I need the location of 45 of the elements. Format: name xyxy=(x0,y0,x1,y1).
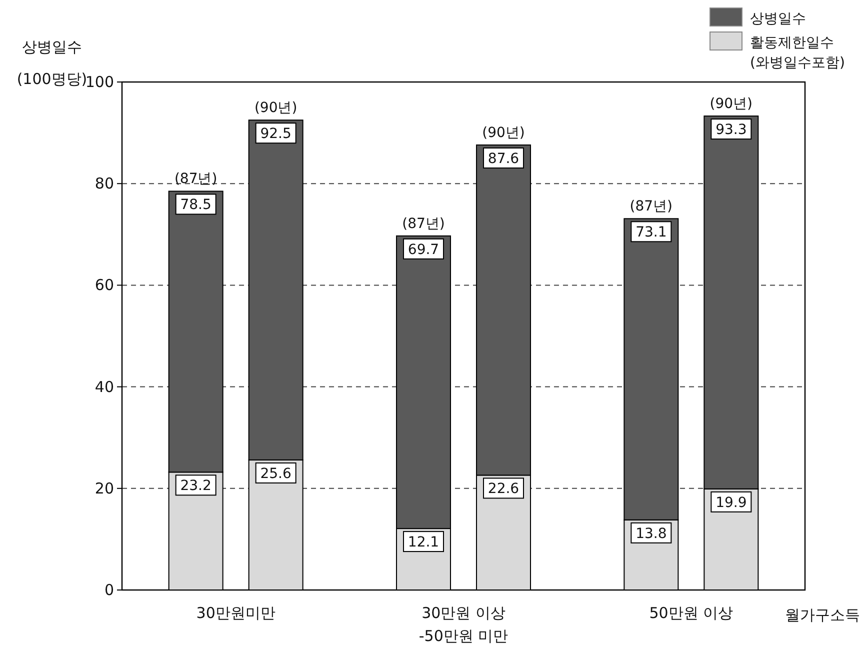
total-label: 92.5 xyxy=(260,126,292,142)
data-label: 69.7 xyxy=(403,238,444,260)
data-label: 78.5 xyxy=(175,194,216,215)
data-label: 87.6 xyxy=(483,148,524,168)
y-tick-label: 100 xyxy=(85,73,114,91)
y-tick-label: 0 xyxy=(104,581,114,599)
total-label: 78.5 xyxy=(180,197,212,214)
annotation: (90년) xyxy=(710,96,753,112)
annotation: (90년) xyxy=(482,124,525,141)
annotation: (87년) xyxy=(630,198,673,215)
data-label: 25.6 xyxy=(255,462,296,484)
data-label: 12.1 xyxy=(403,531,444,552)
data-label: 92.5 xyxy=(255,122,296,144)
data-label: 23.2 xyxy=(175,474,216,496)
legend-label: 활동제한일수 (와병일수포함) xyxy=(750,35,845,71)
text: 30만원 이상 -50만원 미만 xyxy=(418,604,508,645)
total-label: 87.6 xyxy=(488,150,520,167)
data-label: 22.6 xyxy=(483,478,524,499)
data-label: 12.1 xyxy=(408,534,440,551)
x-axis-title: 월가구소득 xyxy=(785,606,860,624)
y-tick-label: 80 xyxy=(94,174,114,193)
y-tick-label: 60 xyxy=(94,276,114,294)
data-label: 13.8 xyxy=(630,522,672,544)
text: 50만원 이상 xyxy=(649,604,734,622)
data-label: 19.9 xyxy=(710,491,752,512)
data-label: 93.3 xyxy=(710,118,752,140)
total-label: 69.7 xyxy=(408,242,440,258)
annotation: (90년) xyxy=(254,100,298,116)
annotation: (87년) xyxy=(402,216,445,232)
legend-label: 상병일수 xyxy=(750,11,806,27)
total-label: 93.3 xyxy=(716,122,747,138)
y-tick-label: 20 xyxy=(94,479,114,498)
legend-item: 상병일수 xyxy=(710,8,806,27)
data-label: 13.8 xyxy=(636,526,667,542)
data-label: 25.6 xyxy=(260,466,292,482)
data-label: 22.6 xyxy=(488,481,520,498)
data-label: 19.9 xyxy=(716,494,747,511)
data-label: 23.2 xyxy=(180,478,212,494)
data-label: 73.1 xyxy=(630,221,672,242)
text: 30만원미만 xyxy=(196,604,276,622)
y-tick-label: 40 xyxy=(94,378,114,396)
legend-item: 활동제한일수 (와병일수포함) xyxy=(710,32,845,71)
annotation: (87년) xyxy=(174,171,218,188)
text: 상병일수 (100명당) xyxy=(16,38,88,88)
total-label: 73.1 xyxy=(636,224,667,241)
